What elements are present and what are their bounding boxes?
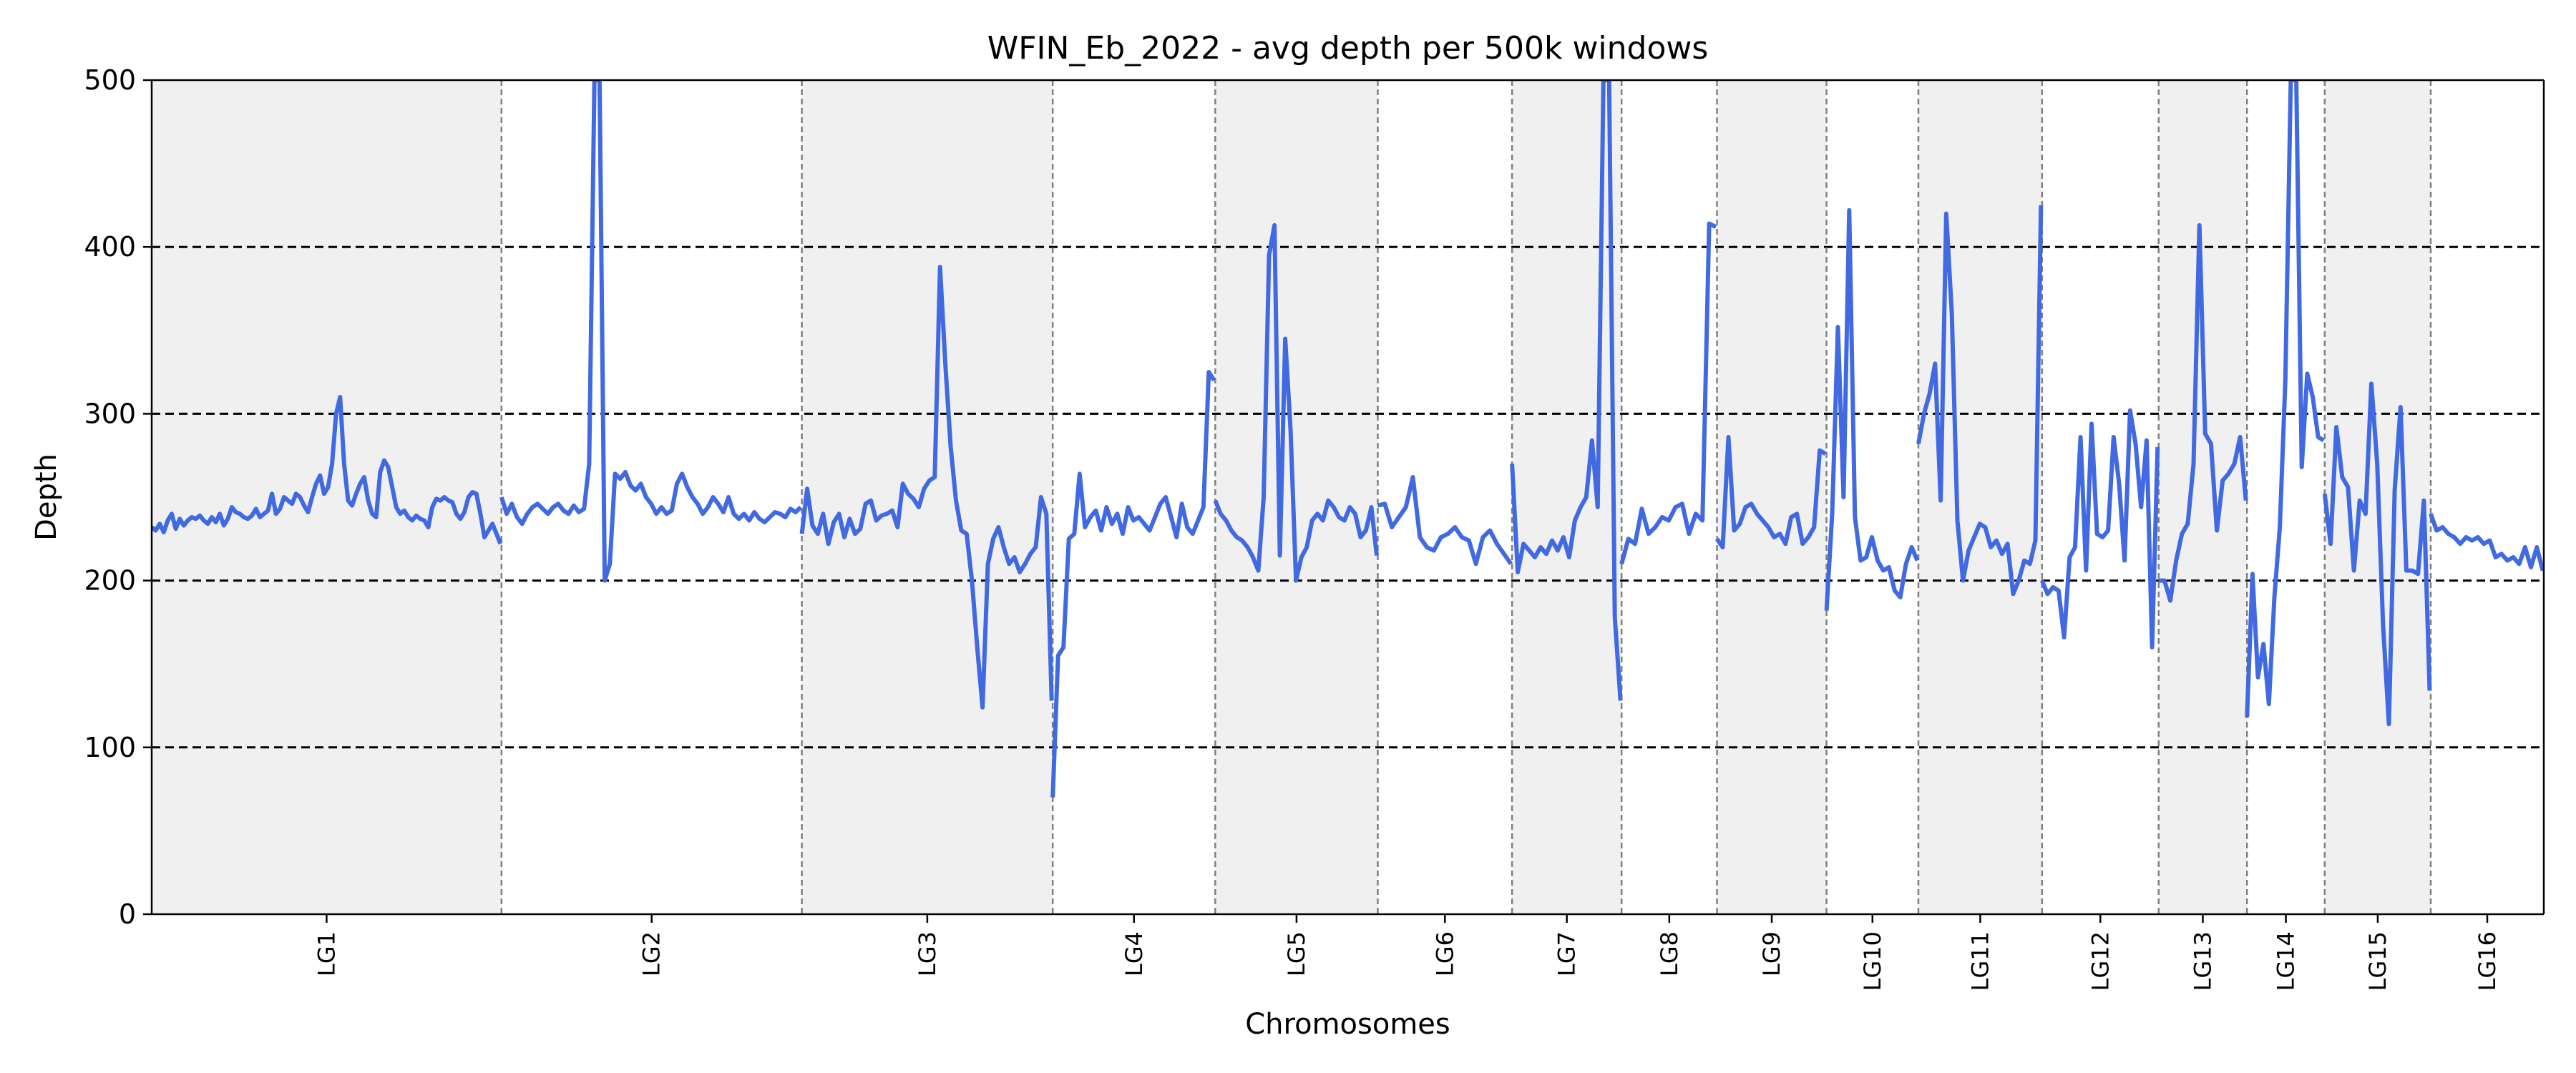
xtick-label-lg2: LG2 xyxy=(638,931,665,976)
series-line-lg14 xyxy=(2245,80,2325,717)
series-line-lg9 xyxy=(1715,435,1827,549)
ytick-label-500: 500 xyxy=(84,64,136,96)
y-axis-label: Depth xyxy=(30,454,63,541)
series-line-lg13 xyxy=(2158,222,2248,603)
xtick-label-lg11: LG11 xyxy=(1966,931,1994,991)
series-line-lg7 xyxy=(1510,80,1623,701)
shade-lg11 xyxy=(1918,80,2042,914)
series-line-lg3 xyxy=(799,265,1054,710)
shade-lg7 xyxy=(1512,80,1622,914)
series-line-lg6 xyxy=(1377,475,1513,567)
xtick-label-lg13: LG13 xyxy=(2189,931,2216,991)
series-line-lg8 xyxy=(1619,221,1717,565)
xtick-label-lg1: LG1 xyxy=(313,931,340,976)
series-line-lg10 xyxy=(1824,207,1920,611)
xtick-label-lg15: LG15 xyxy=(2364,931,2391,991)
xtick-label-lg4: LG4 xyxy=(1121,931,1148,976)
axes-layer: 0 100 200 300 400 500 LG1 LG2 LG3 LG4 LG5 LG6 LG7 LG8… xyxy=(84,64,2545,991)
xtick-label-lg7: LG7 xyxy=(1553,931,1581,976)
x-axis-label: Chromosomes xyxy=(1245,1008,1450,1041)
xtick-label-lg9: LG9 xyxy=(1758,931,1785,976)
ytick-label-300: 300 xyxy=(84,398,136,429)
shade-lg1 xyxy=(152,80,502,914)
depth-series-layer xyxy=(152,80,2544,798)
shade-lg3 xyxy=(801,80,1053,914)
xtick-label-lg5: LG5 xyxy=(1283,931,1310,976)
shade-lg5 xyxy=(1215,80,1378,914)
shade-lg13 xyxy=(2158,80,2248,914)
xtick-label-lg16: LG16 xyxy=(2474,931,2501,991)
xtick-label-lg12: LG12 xyxy=(2087,931,2114,991)
series-line-lg1 xyxy=(152,395,503,545)
xtick-label-lg6: LG6 xyxy=(1431,931,1458,976)
series-line-lg12 xyxy=(2040,408,2160,650)
xtick-label-lg3: LG3 xyxy=(914,931,941,976)
series-line-lg11 xyxy=(1916,205,2044,597)
series-line-lg16 xyxy=(2429,513,2544,572)
ytick-label-200: 200 xyxy=(84,565,136,597)
reference-lines-layer xyxy=(152,245,2544,749)
xtick-label-lg14: LG14 xyxy=(2273,931,2300,991)
chart-title: WFIN_Eb_2022 - avg depth per 500k window… xyxy=(987,30,1709,67)
series-line-lg4 xyxy=(1050,370,1216,798)
series-line-lg2 xyxy=(499,80,803,583)
ytick-label-400: 400 xyxy=(84,231,136,263)
series-line-lg15 xyxy=(2322,381,2432,727)
xtick-label-lg10: LG10 xyxy=(1859,931,1886,991)
xtick-label-lg8: LG8 xyxy=(1656,931,1683,976)
shade-lg9 xyxy=(1717,80,1827,914)
ytick-label-100: 100 xyxy=(84,732,136,763)
ytick-label-0: 0 xyxy=(119,898,136,930)
series-line-lg5 xyxy=(1213,222,1379,583)
